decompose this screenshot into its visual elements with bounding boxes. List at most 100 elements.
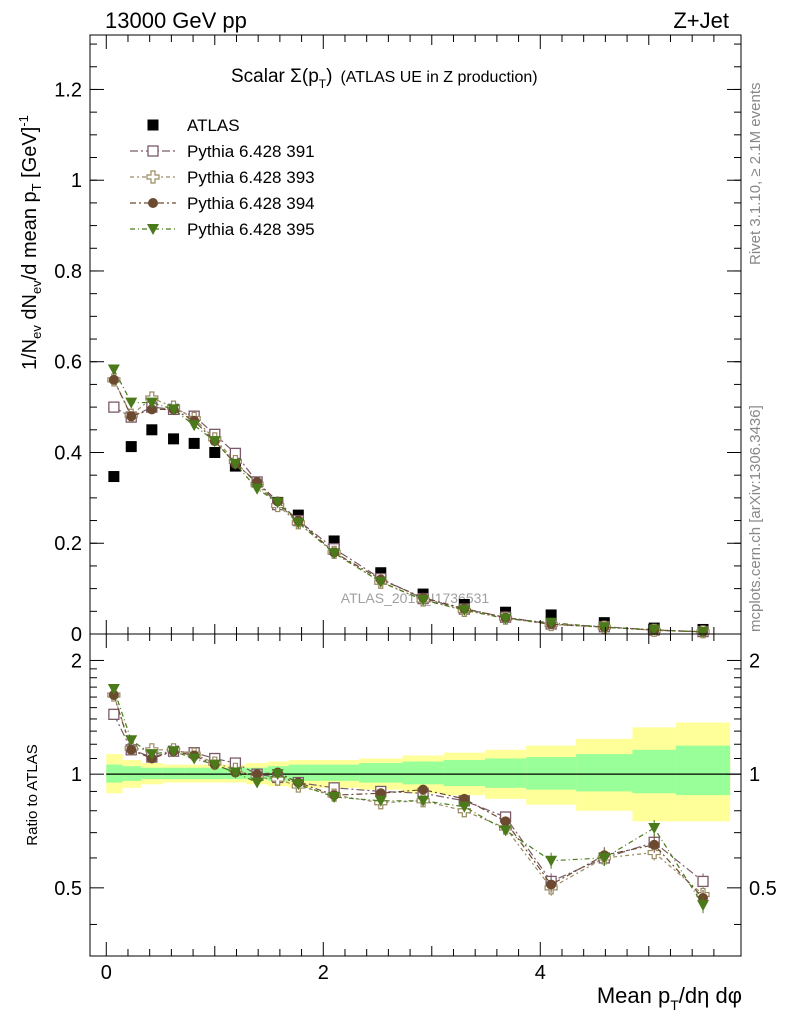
stat-uncertainty-band — [675, 745, 731, 796]
legend-marker — [147, 119, 159, 131]
mcplots-label: mcplots.cern.ch [arXiv:1306.3436] — [747, 405, 764, 632]
plot-title-sub: T — [319, 77, 327, 91]
legend-entry: ATLAS — [147, 116, 240, 135]
ratio-point — [375, 788, 386, 799]
ratio-point — [252, 769, 263, 780]
stat-uncertainty-band — [288, 764, 310, 781]
ratio-point — [499, 825, 512, 837]
ratio-series-3 — [107, 684, 710, 914]
ratio-y-tick-label-right: 0.5 — [749, 878, 777, 900]
data-point — [209, 446, 221, 458]
ratio-point — [167, 746, 180, 758]
series-4 — [107, 364, 710, 638]
ratio-point — [697, 900, 710, 912]
data-point — [697, 626, 710, 638]
data-point — [146, 404, 157, 415]
ratio-point — [271, 769, 284, 781]
stat-uncertainty-band — [632, 749, 676, 794]
data-point — [208, 436, 221, 448]
data-point — [251, 483, 264, 495]
ratio-point — [598, 852, 611, 864]
ratio-point — [500, 816, 511, 827]
ratio-point — [649, 839, 660, 850]
y-tick-label: 0.4 — [54, 442, 82, 464]
plot-title-extra: (ATLAS UE in Z production) — [340, 69, 537, 86]
ratio-point — [545, 855, 558, 867]
y-tick-label: 0.2 — [54, 533, 82, 555]
ratio-y-tick-label: 2 — [71, 650, 82, 672]
ratio-point — [107, 684, 120, 696]
ratio-point — [208, 759, 221, 771]
ratio-y-tick-label-right: 2 — [749, 650, 760, 672]
data-point — [499, 613, 512, 625]
data-point — [292, 517, 305, 529]
stat-uncertainty-band — [309, 764, 360, 781]
ratio-point — [418, 784, 429, 795]
data-point — [458, 604, 471, 616]
legend-label: Pythia 6.428 395 — [187, 220, 315, 239]
stat-uncertainty-band — [484, 758, 527, 788]
ratio-y-tick-label-right: 1 — [749, 764, 760, 786]
data-point — [125, 397, 138, 409]
plot-title: Scalar Σ(pT) (ATLAS UE in Z production) — [231, 66, 538, 91]
data-point — [125, 441, 137, 453]
data-point — [108, 401, 120, 413]
header-left-label: 13000 GeV pp — [105, 8, 247, 33]
data-point — [598, 622, 611, 634]
plot-title-close: ) — [326, 66, 332, 87]
data-point — [375, 567, 387, 579]
data-point — [188, 420, 201, 432]
legend-label: Pythia 6.428 393 — [187, 168, 315, 187]
data-point — [328, 535, 340, 547]
data-point — [328, 548, 341, 560]
stat-uncertainty-band — [162, 767, 185, 780]
legend-entry: Pythia 6.428 395 — [130, 220, 315, 239]
data-point — [168, 433, 180, 445]
stat-uncertainty-band — [359, 763, 403, 783]
x-tick-label: 4 — [535, 962, 546, 984]
ratio-point — [126, 744, 137, 755]
ratio-point — [546, 879, 557, 890]
ratio-point — [697, 875, 709, 888]
ratio-point — [417, 795, 430, 807]
ratio-point — [459, 793, 470, 804]
data-point — [417, 594, 430, 606]
legend-marker — [147, 224, 159, 235]
legend-entry: Pythia 6.428 391 — [130, 142, 315, 161]
data-point — [167, 404, 180, 416]
ratio-plot: 0.5 0.5 1 1 2 2 0 2 4 Ratio to ATLAS Mean pT/dη … — [24, 633, 777, 1013]
data-point — [108, 374, 119, 385]
legend-marker — [148, 198, 158, 208]
ratio-point — [458, 801, 471, 813]
legend: ATLAS Pythia 6.428 391 Pythia 6.428 393 Pyt… — [130, 116, 315, 239]
data-point — [146, 424, 158, 436]
ratio-point — [125, 735, 138, 747]
y-tick-label: 0.6 — [54, 352, 82, 374]
ratio-point — [229, 767, 242, 779]
main-plot: ATLAS_2019_I1736531 0 0.2 0.4 0.6 0.8 1 1.2 Sc… — [16, 34, 742, 646]
stat-uncertainty-band — [526, 757, 577, 790]
stat-uncertainty-band — [402, 761, 444, 785]
legend-entry: Pythia 6.428 394 — [130, 194, 315, 213]
ratio-y-tick-label: 1 — [71, 764, 82, 786]
data-point — [126, 411, 137, 422]
data-point — [648, 624, 661, 636]
header-right-label: Z+Jet — [673, 8, 729, 33]
rivet-label: Rivet 3.1.10, ≥ 2.1M events — [747, 83, 764, 266]
stat-uncertainty-band — [184, 767, 206, 780]
series-line — [113, 379, 704, 633]
ratio-point — [374, 795, 387, 807]
data-point — [271, 497, 284, 509]
data-point — [545, 617, 558, 629]
legend-label: Pythia 6.428 391 — [187, 142, 315, 161]
y-tick-label: 1 — [71, 170, 82, 192]
ratio-point — [145, 749, 158, 761]
ratio-point — [251, 777, 264, 789]
ratio-point — [188, 753, 201, 765]
stat-uncertainty-band — [576, 754, 633, 792]
data-point — [188, 437, 200, 449]
plot-title-main: Scalar Σ(p — [231, 66, 319, 87]
x-tick-label: 2 — [318, 962, 329, 984]
data-point — [229, 458, 242, 470]
